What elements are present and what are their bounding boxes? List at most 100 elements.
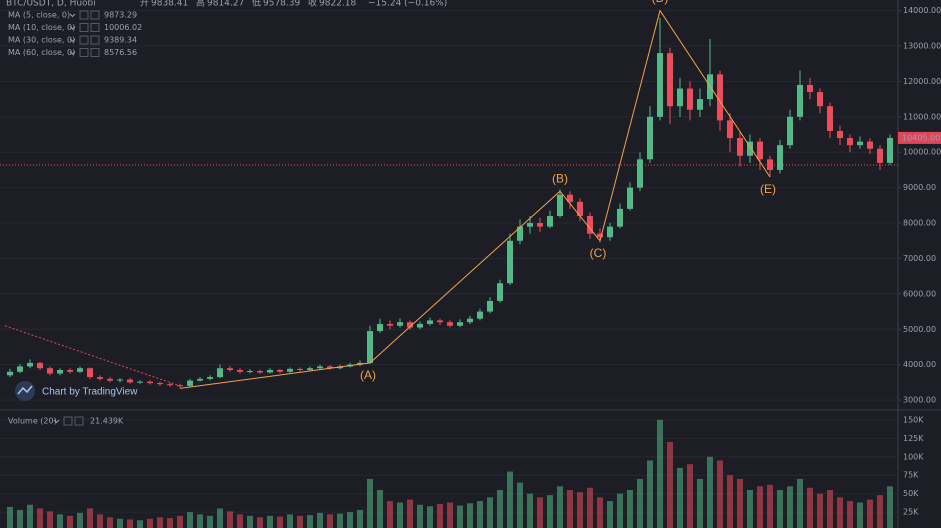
close-icon[interactable] <box>90 23 100 32</box>
candle-body <box>527 223 533 227</box>
close-icon[interactable] <box>74 416 84 426</box>
candle-body <box>7 371 13 376</box>
candle-body <box>627 187 633 209</box>
dropdown-icon[interactable] <box>69 13 76 18</box>
close-icon[interactable] <box>90 48 100 57</box>
candle-body <box>757 141 763 160</box>
candle-body <box>487 300 493 312</box>
candle-body <box>447 322 453 326</box>
candle-body <box>27 362 33 367</box>
candle-body <box>727 120 733 139</box>
candle-body <box>57 369 63 374</box>
y-tick-label: 3000.00 <box>903 396 936 405</box>
volume-bar <box>737 478 743 528</box>
volume-bar <box>557 486 563 528</box>
y-tick-label: 13000.00 <box>903 42 941 51</box>
y-tick-label: 6000.00 <box>903 289 936 298</box>
volume-bar <box>867 499 873 528</box>
indicator-value: 10006.02 <box>104 23 142 32</box>
indicator-value: 9389.34 <box>104 36 137 45</box>
candle-body <box>237 369 243 372</box>
indicator-name: MA (60, close, 0) <box>8 48 75 57</box>
volume-bar <box>537 497 543 528</box>
candle-body <box>817 92 823 107</box>
settings-icon[interactable] <box>79 10 89 20</box>
grid: 14000.00 13000.00 12000.00 11000.00 10000.00… <box>0 6 941 517</box>
candle-body <box>697 99 703 110</box>
settings-icon[interactable] <box>79 35 89 45</box>
volume-bar <box>17 509 23 528</box>
candle-body <box>747 141 753 156</box>
ohlc-value: 9838.41 <box>151 0 188 9</box>
candle-body <box>17 366 23 372</box>
candle-body <box>97 377 103 379</box>
indicator-value: 8576.56 <box>104 48 137 57</box>
y-tick-label: 12000.00 <box>903 77 941 86</box>
candle-body <box>537 223 543 227</box>
close-icon[interactable] <box>90 35 100 45</box>
volume-bar <box>637 478 643 528</box>
dropdown-icon[interactable] <box>69 51 76 55</box>
volume-bar <box>797 478 803 528</box>
volume-bar <box>717 460 723 528</box>
ohlc-label: 低 <box>252 0 261 9</box>
settings-icon[interactable] <box>79 48 89 57</box>
candle-body <box>717 74 723 121</box>
settings-icon[interactable] <box>63 416 73 426</box>
indicator-value: 9873.29 <box>104 11 137 20</box>
y-tick-label: 4000.00 <box>903 360 936 369</box>
volume-bar <box>757 486 763 528</box>
candle-body <box>477 311 483 319</box>
volume-bar <box>227 511 233 528</box>
volume-bar <box>257 517 263 528</box>
y2-tick-label: 150K <box>903 415 924 424</box>
y-tick-label: 11000.00 <box>903 112 941 121</box>
volume-bar <box>277 516 283 528</box>
volume-bar <box>67 515 73 528</box>
volume-bar <box>287 514 293 528</box>
candle-body <box>497 283 503 301</box>
volume-bar <box>857 502 863 528</box>
volume-bar <box>597 497 603 528</box>
candle-body <box>437 320 443 323</box>
y-tick-label: 7000.00 <box>903 254 936 263</box>
dropdown-icon[interactable] <box>69 26 76 30</box>
candle-body <box>157 383 163 385</box>
candle-body <box>587 215 593 234</box>
candle-body <box>407 322 413 328</box>
candle-body <box>787 116 793 146</box>
close-icon[interactable] <box>90 10 100 20</box>
candle-body <box>67 369 73 372</box>
candle-body <box>507 240 513 284</box>
candle-body <box>417 323 423 328</box>
volume-name: Volume (20) <box>8 417 57 426</box>
candle-body <box>267 369 273 373</box>
settings-icon[interactable] <box>79 23 89 32</box>
y2-tick-label: 125K <box>903 434 924 443</box>
volume-bar <box>677 467 683 528</box>
volume-bar <box>307 515 313 528</box>
volume-bar <box>27 504 33 528</box>
candle-body <box>517 226 523 241</box>
volume-bar <box>237 514 243 528</box>
marks <box>0 17 898 528</box>
volume-bar <box>217 508 223 528</box>
ohlc-value: 9578.39 <box>263 0 300 9</box>
volume-bar <box>517 482 523 528</box>
volume-bar <box>87 508 93 528</box>
volume-bar <box>437 504 443 528</box>
wave-label: (D) <box>652 0 669 5</box>
volume-bar <box>607 501 613 528</box>
dropdown-icon[interactable] <box>53 419 60 424</box>
last-price-tag <box>898 131 941 144</box>
ohlc-label: 开 <box>140 0 149 9</box>
volume-bar <box>697 478 703 528</box>
volume-bar <box>587 487 593 528</box>
volume-bar <box>367 478 373 528</box>
volume-bar <box>327 514 333 528</box>
dropdown-icon[interactable] <box>69 38 76 43</box>
y2-tick-label: 75K <box>903 471 919 480</box>
candle-body <box>107 378 113 381</box>
candle-body <box>737 138 743 156</box>
volume-bar <box>187 512 193 528</box>
